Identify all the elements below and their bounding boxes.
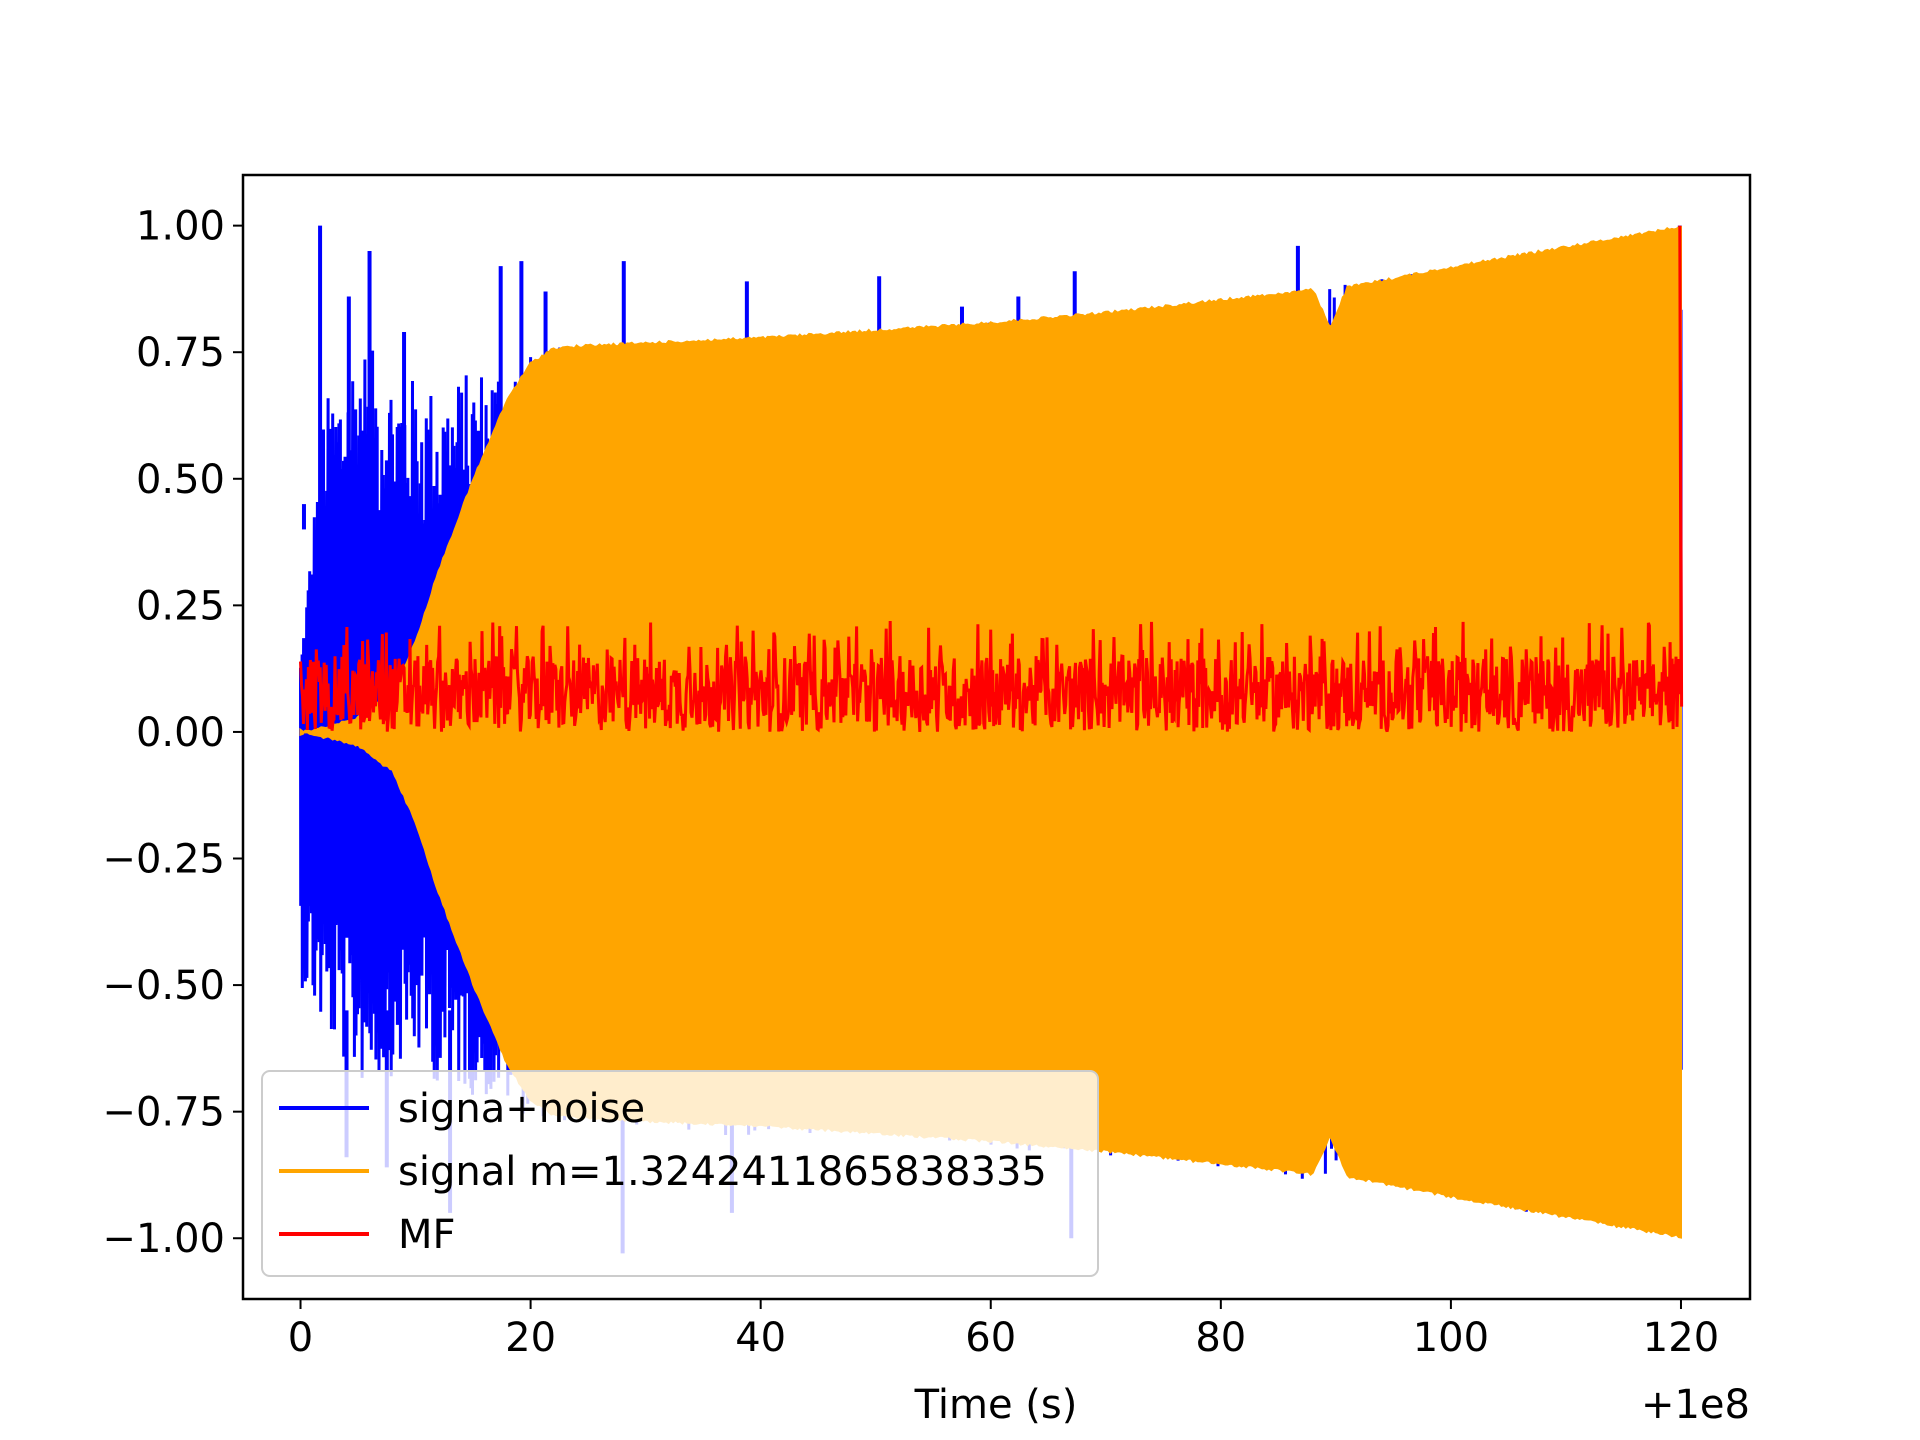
x-tick-label: 120 <box>1643 1315 1719 1361</box>
y-tick-label: 0.50 <box>136 457 225 503</box>
legend-label-signal: signal m=1.3242411865838335 <box>398 1149 1047 1195</box>
y-tick-label: 0.25 <box>136 583 225 629</box>
x-tick-label: 100 <box>1413 1315 1489 1361</box>
x-tick-label: 40 <box>735 1315 786 1361</box>
x-tick-label: 0 <box>288 1315 313 1361</box>
x-tick-label: 60 <box>965 1315 1016 1361</box>
y-tick-label: −0.25 <box>102 837 225 883</box>
y-tick-label: 1.00 <box>136 204 225 250</box>
legend-box <box>261 1070 1099 1277</box>
y-tick-label: −1.00 <box>102 1216 225 1262</box>
legend: signa+noise signal m=1.3242411865838335 … <box>261 1070 1099 1277</box>
x-axis: 0 20 40 60 80 100 120 <box>288 1299 1719 1361</box>
legend-label-mf: MF <box>398 1212 456 1258</box>
axes-frame <box>241 173 1752 1301</box>
legend-label-signal-noise: signa+noise <box>398 1086 645 1132</box>
series-mf-line <box>299 225 1684 734</box>
y-tick-label: −0.75 <box>102 1090 225 1136</box>
x-tick-label: 20 <box>505 1315 556 1361</box>
x-tick-label: 80 <box>1195 1315 1246 1361</box>
y-tick-label: 0.75 <box>136 330 225 376</box>
y-axis: 1.00 0.75 0.50 0.25 0.00 −0.25 −0.50 −0.75 −1.00 <box>102 204 243 1262</box>
x-axis-label: Time (s) <box>914 1382 1078 1428</box>
x-offset-label: +1e8 <box>1641 1382 1750 1428</box>
y-tick-label: 0.00 <box>136 710 225 756</box>
y-tick-label: −0.50 <box>102 963 225 1009</box>
